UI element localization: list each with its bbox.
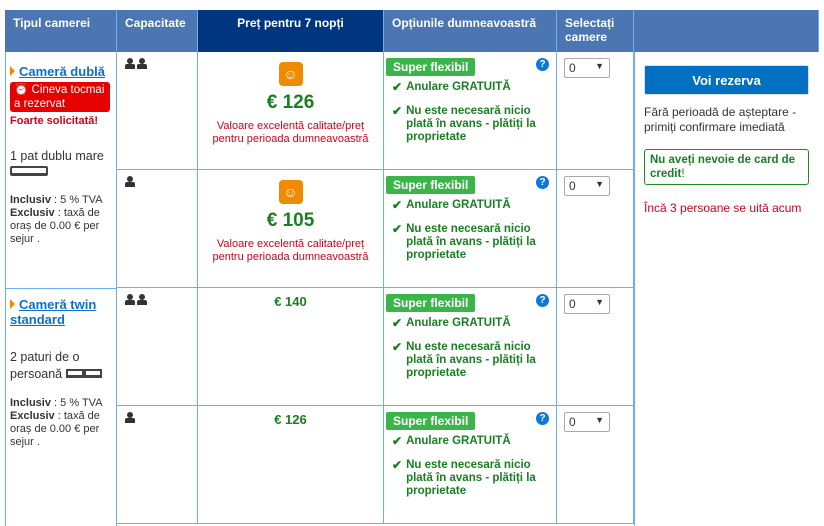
person-icon (125, 294, 135, 305)
single-bed-icon (65, 369, 84, 378)
free-cancellation: Anulare GRATUITĂ (406, 199, 511, 211)
price-cell: € 140 (198, 288, 384, 406)
room-info-twin: Cameră twin standard 2 paturi de o perso… (10, 297, 114, 449)
value-message: Valoare excelentă calitate/preț pentru p… (212, 238, 369, 263)
select-cell: 0 ▼ (557, 52, 634, 170)
bed-info: 2 paturi de o persoană (10, 349, 114, 383)
room-quantity-select[interactable]: 0 ▼ (564, 294, 610, 314)
person-icon (137, 294, 147, 305)
options-cell: Super flexibil ? ✔ Anulare GRATUITĂ ✔ Nu e… (384, 52, 557, 170)
checkmark-icon: ✔ (392, 434, 403, 448)
checkmark-icon: ✔ (392, 458, 403, 472)
checkmark-icon: ✔ (392, 222, 403, 236)
select-cell: 0 ▼ (557, 406, 634, 524)
select-cell: 0 ▼ (557, 170, 634, 288)
room-quantity-select[interactable]: 0 ▼ (564, 58, 610, 78)
options-cell: Super flexibil ? ✔ Anulare GRATUITĂ ✔ Nu e… (384, 406, 557, 524)
price: € 140 (274, 294, 307, 309)
no-prepayment: Nu este necesară nicio plată în avans - … (406, 105, 536, 143)
header-options: Opțiunile dumneavoastră (384, 10, 557, 52)
arrow-icon (10, 66, 15, 76)
checkmark-icon: ✔ (392, 198, 403, 212)
help-icon[interactable]: ? (536, 412, 549, 425)
value-deal-icon: ☺ (278, 62, 303, 86)
recently-booked-badge: ⏰ Cineva tocmai a rezervat (10, 82, 110, 112)
super-flexible-badge: Super flexibil (386, 58, 476, 76)
person-icon (137, 58, 147, 69)
tax-info: Inclusiv : 5 % TVA Exclusiv : taxă de ora… (10, 194, 103, 245)
dropdown-arrow-icon: ▼ (595, 415, 604, 425)
super-flexible-badge: Super flexibil (386, 412, 476, 430)
reservation-sidebar: Voi rezerva Fără perioadă de așteptare -… (644, 65, 809, 216)
no-prepayment: Nu este necesară nicio plată în avans - … (406, 459, 536, 497)
single-bed-icon (83, 369, 102, 378)
value-message: Valoare excelentă calitate/preț pentru p… (212, 120, 369, 145)
super-flexible-badge: Super flexibil (386, 176, 476, 194)
capacity-cell (117, 406, 198, 524)
no-prepayment: Nu este necesară nicio plată în avans - … (406, 223, 536, 261)
header-room-type: Tipul camerei (5, 10, 117, 52)
demand-text: Foarte solicitată! (10, 115, 99, 127)
header-capacity: Capacitate (117, 10, 198, 52)
price-cell: € 126 (198, 406, 384, 524)
free-cancellation: Anulare GRATUITĂ (406, 81, 511, 93)
checkmark-icon: ✔ (392, 80, 403, 94)
header-price: Preț pentru 7 nopți (198, 10, 384, 52)
help-icon[interactable]: ? (536, 176, 549, 189)
bed-info: 1 pat dublu mare (10, 149, 104, 163)
no-card-notice: Nu aveți nevoie de card de credit! (644, 149, 809, 185)
person-icon (125, 412, 135, 423)
price: € 126 (266, 92, 315, 113)
select-cell: 0 ▼ (557, 288, 634, 406)
price: € 105 (266, 210, 315, 231)
tax-info: Inclusiv : 5 % TVA Exclusiv : taxă de ora… (10, 397, 103, 448)
room-link[interactable]: Cameră dublă (19, 64, 105, 79)
no-prepayment: Nu este necesară nicio plată în avans - … (406, 341, 536, 379)
alarm-clock-icon: ⏰ (14, 84, 32, 96)
capacity-cell (117, 52, 198, 170)
free-cancellation: Anulare GRATUITĂ (406, 435, 511, 447)
double-bed-icon (10, 166, 48, 176)
dropdown-arrow-icon: ▼ (595, 61, 604, 71)
room-quantity-select[interactable]: 0 ▼ (564, 176, 610, 196)
viewers-text: Încă 3 persoane se uită acum (644, 201, 802, 215)
arrow-icon (10, 299, 15, 309)
super-flexible-badge: Super flexibil (386, 294, 476, 312)
checkmark-icon: ✔ (392, 104, 403, 118)
dropdown-arrow-icon: ▼ (595, 297, 604, 307)
person-icon (125, 176, 135, 187)
capacity-cell (117, 170, 198, 288)
checkmark-icon: ✔ (392, 340, 403, 354)
value-deal-icon: ☺ (278, 180, 303, 204)
price-cell: ☺ € 126 Valoare excelentă calitate/preț pe… (198, 52, 384, 170)
capacity-cell (117, 288, 198, 406)
person-icon (125, 58, 135, 69)
room-info-double: Cameră dublă ⏰ Cineva tocmai a rezervat … (10, 64, 114, 246)
reserve-button[interactable]: Voi rezerva (644, 65, 809, 95)
options-cell: Super flexibil ? ✔ Anulare GRATUITĂ ✔ Nu e… (384, 288, 557, 406)
help-icon[interactable]: ? (536, 58, 549, 71)
checkmark-icon: ✔ (392, 316, 403, 330)
instant-confirmation-text: Fără perioadă de așteptare - primiți con… (644, 105, 797, 134)
options-cell: Super flexibil ? ✔ Anulare GRATUITĂ ✔ Nu e… (384, 170, 557, 288)
header-blank (634, 10, 819, 52)
help-icon[interactable]: ? (536, 294, 549, 307)
dropdown-arrow-icon: ▼ (595, 179, 604, 189)
room-link[interactable]: Cameră twin standard (10, 297, 97, 327)
price-cell: ☺ € 105 Valoare excelentă calitate/preț pe… (198, 170, 384, 288)
free-cancellation: Anulare GRATUITĂ (406, 317, 511, 329)
price: € 126 (274, 412, 307, 427)
room-quantity-select[interactable]: 0 ▼ (564, 412, 610, 432)
header-select: Selectați camere (557, 10, 634, 52)
